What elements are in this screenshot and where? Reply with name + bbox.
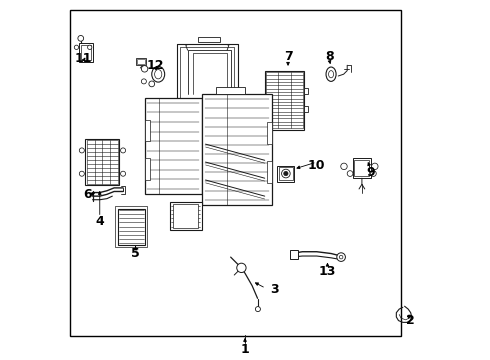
Ellipse shape — [329, 71, 334, 78]
Ellipse shape — [155, 69, 162, 79]
Circle shape — [347, 171, 353, 176]
Text: 1: 1 — [241, 343, 249, 356]
Circle shape — [121, 148, 125, 153]
Circle shape — [337, 253, 345, 261]
Text: 8: 8 — [325, 50, 334, 63]
Circle shape — [282, 169, 290, 178]
Text: 2: 2 — [406, 314, 415, 327]
Text: 3: 3 — [270, 283, 279, 296]
Text: 5: 5 — [131, 247, 140, 260]
Bar — [137, 59, 146, 64]
Circle shape — [371, 163, 378, 170]
Circle shape — [237, 263, 246, 273]
Bar — [173, 204, 198, 228]
Bar — [265, 71, 304, 130]
Bar — [79, 43, 93, 62]
Circle shape — [370, 171, 376, 176]
Text: 13: 13 — [319, 265, 336, 278]
Text: 4: 4 — [96, 215, 104, 228]
Text: 12: 12 — [147, 59, 164, 72]
Ellipse shape — [152, 66, 165, 82]
Bar — [118, 209, 145, 244]
Circle shape — [255, 307, 260, 312]
Text: 6: 6 — [83, 188, 92, 201]
Circle shape — [79, 148, 84, 153]
Bar — [354, 160, 368, 176]
Circle shape — [78, 36, 84, 41]
Bar — [115, 206, 147, 247]
Circle shape — [141, 66, 148, 72]
Bar — [216, 87, 245, 94]
Bar — [145, 158, 150, 180]
Circle shape — [121, 171, 125, 176]
Bar — [304, 88, 309, 94]
Bar — [136, 58, 147, 65]
Text: 10: 10 — [308, 159, 325, 172]
Bar — [267, 161, 272, 183]
Text: 7: 7 — [284, 50, 293, 63]
Circle shape — [88, 45, 92, 49]
Bar — [279, 167, 293, 180]
Circle shape — [341, 163, 347, 170]
Circle shape — [79, 171, 84, 176]
Bar — [85, 139, 120, 185]
Bar — [277, 166, 294, 182]
Text: 11: 11 — [74, 51, 92, 64]
Circle shape — [339, 255, 343, 259]
Text: 9: 9 — [366, 166, 375, 179]
Bar — [145, 120, 150, 141]
Bar — [170, 202, 202, 230]
Circle shape — [284, 171, 288, 176]
Circle shape — [149, 81, 155, 87]
Bar — [198, 37, 220, 42]
Bar — [267, 122, 272, 144]
Circle shape — [141, 79, 147, 84]
Bar — [304, 105, 309, 112]
Bar — [145, 98, 202, 194]
Ellipse shape — [326, 67, 336, 81]
Bar — [353, 158, 370, 178]
Bar — [81, 45, 91, 59]
Bar — [290, 250, 298, 259]
Circle shape — [74, 45, 78, 49]
Bar — [202, 94, 272, 205]
